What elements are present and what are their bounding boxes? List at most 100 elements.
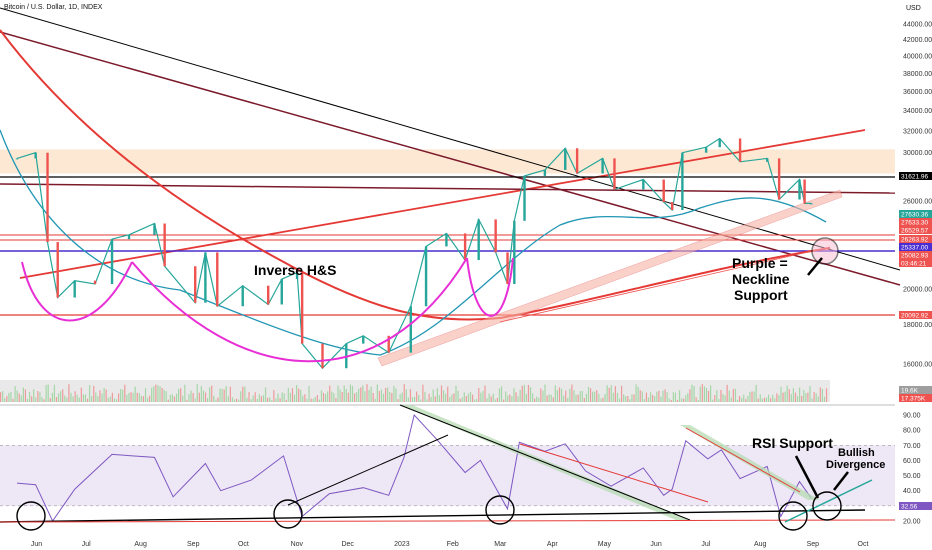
volume-bar xyxy=(225,386,227,402)
volume-bar xyxy=(314,397,316,402)
time-tick-label: Aug xyxy=(134,541,147,548)
volume-bar xyxy=(478,388,480,402)
volume-bar xyxy=(28,392,31,402)
volume-bar xyxy=(31,396,33,402)
volume-bar xyxy=(581,390,583,402)
volume-bar xyxy=(395,388,397,402)
volume-bar xyxy=(445,393,447,402)
volume-bar xyxy=(772,394,774,402)
volume-bar xyxy=(45,384,47,402)
volume-bar xyxy=(722,394,724,402)
volume-bar xyxy=(231,397,234,402)
mini-trend-line xyxy=(499,246,831,323)
volume-bar xyxy=(416,391,418,402)
volume-bar xyxy=(217,397,219,402)
volume-bar xyxy=(780,386,782,402)
volume-bar xyxy=(356,392,358,402)
volume-bar xyxy=(337,385,339,402)
volume-bar xyxy=(155,384,157,402)
volume-bar xyxy=(254,392,256,402)
volume-bar xyxy=(258,394,260,402)
volume-bar xyxy=(182,395,184,402)
time-tick-label: Oct xyxy=(858,541,869,548)
volume-bar xyxy=(353,393,356,402)
volume-bar xyxy=(64,395,66,402)
price-tick-label: 34000.00 xyxy=(903,108,932,115)
volume-bar xyxy=(548,394,550,402)
volume-bar xyxy=(285,399,287,402)
volume-bar xyxy=(577,394,579,402)
time-tick-label: Nov xyxy=(291,541,304,548)
volume-bar xyxy=(362,385,364,402)
volume-bar xyxy=(130,392,132,402)
volume-bar xyxy=(260,396,263,402)
volume-bar xyxy=(565,390,567,402)
volume-bar xyxy=(592,391,594,402)
volume-bar xyxy=(84,394,87,402)
volume-bar xyxy=(571,384,573,402)
volume-bar xyxy=(455,385,457,402)
price-point xyxy=(163,223,166,267)
volume-bar xyxy=(397,399,399,402)
extra-tag-label: 19.6K xyxy=(901,388,919,395)
volume-bar xyxy=(184,384,186,402)
annotation-purple: Purple = xyxy=(732,255,788,271)
volume-bar xyxy=(668,398,670,402)
volume-bar xyxy=(471,394,474,402)
volume-bar xyxy=(186,399,188,402)
level-tag xyxy=(899,235,932,243)
volume-bar xyxy=(335,398,337,402)
volume-bar xyxy=(300,389,302,402)
rsi-line xyxy=(16,413,812,522)
volume-bar xyxy=(273,390,275,402)
volume-bar xyxy=(819,387,821,402)
volume-bar xyxy=(513,388,515,402)
volume-bar xyxy=(343,385,345,402)
volume-bar xyxy=(422,384,424,402)
volume-bar xyxy=(171,394,174,402)
volume-ma-area xyxy=(0,380,830,402)
price-point xyxy=(803,179,806,204)
volume-bar xyxy=(322,392,325,402)
volume-bar xyxy=(86,398,89,402)
divergence-arrow xyxy=(833,471,849,491)
price-point xyxy=(295,272,299,280)
volume-bar xyxy=(302,395,304,402)
price-point xyxy=(204,252,207,303)
volume-bar xyxy=(428,393,430,402)
level-tag xyxy=(899,172,932,180)
volume-bar xyxy=(68,384,70,402)
volume-bar xyxy=(815,393,817,402)
volume-bar xyxy=(695,397,697,402)
volume-bar xyxy=(569,388,571,402)
level-tag xyxy=(899,218,932,226)
volume-bar xyxy=(78,397,80,402)
volume-bar xyxy=(567,397,569,402)
volume-bar xyxy=(12,398,14,402)
volume-bar xyxy=(99,390,101,402)
price-point xyxy=(777,158,781,200)
left-shoulder-arc xyxy=(21,261,133,322)
volume-bar xyxy=(621,385,623,402)
volume-bar xyxy=(480,392,482,402)
volume-bar xyxy=(215,399,217,402)
price-tick-label: 26000.00 xyxy=(903,198,932,205)
volume-bar xyxy=(341,392,343,402)
volume-bar xyxy=(447,386,449,402)
time-axis: Jun Jul Aug Sep Oct Nov Dec 2023 Feb Mar Apr May Jun… xyxy=(31,541,869,548)
volume-bar xyxy=(527,384,530,402)
volume-bar xyxy=(26,398,29,402)
volume-bar xyxy=(180,388,182,402)
time-tick-label: Sep xyxy=(807,541,820,548)
volume-bar xyxy=(10,391,12,402)
volume-bar xyxy=(318,399,320,402)
volume-bar xyxy=(320,390,323,402)
rsi-support-line xyxy=(0,509,866,523)
volume-bar xyxy=(507,395,509,402)
volume-bar xyxy=(718,398,720,402)
volume-bar xyxy=(767,394,770,402)
time-tick-label: Jul xyxy=(701,541,710,548)
volume-bar xyxy=(809,386,811,402)
volume-bar xyxy=(672,392,674,402)
